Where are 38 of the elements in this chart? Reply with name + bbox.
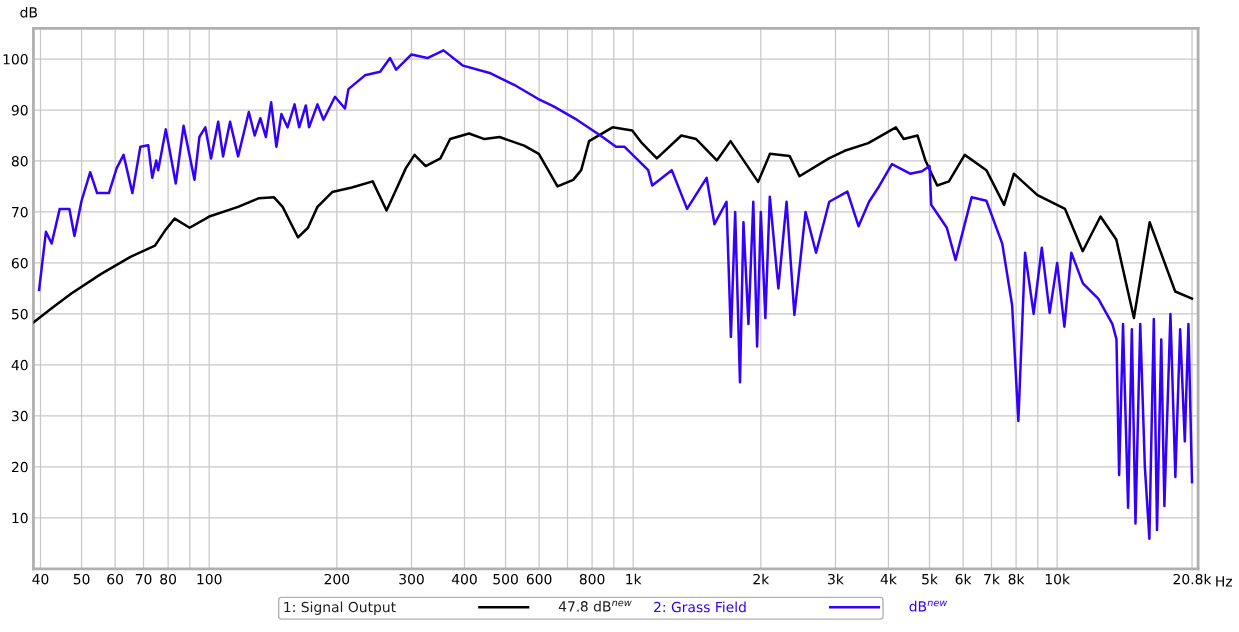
x-tick-label: 8k — [1008, 573, 1025, 585]
y-tick-label: 80 — [11, 155, 28, 167]
y-tick-label: 50 — [11, 308, 28, 320]
x-tick-label: 3k — [828, 573, 844, 585]
y-tick-label: 20 — [11, 461, 28, 473]
y-axis-title: dB — [20, 6, 37, 18]
x-tick-label: 400 — [451, 573, 477, 585]
x-tick-label: 60 — [107, 573, 124, 585]
x-tick-label: 1k — [626, 573, 642, 585]
y-tick-label: 40 — [11, 359, 28, 371]
text: dB$^{new}$ — [909, 600, 948, 612]
y-tick-label: 10 — [12, 512, 28, 524]
x-tick-label: 2k — [753, 573, 770, 585]
x-tick-label: 100 — [197, 573, 222, 585]
y-tick-label: 30 — [11, 410, 28, 422]
x-tick-label: 500 — [493, 573, 518, 585]
x-tick-label: 5k — [922, 573, 938, 585]
text: 47.8 dB$^{new}$ — [558, 600, 632, 612]
x-tick-label: 70 — [135, 573, 152, 585]
text: 2: Grass Field — [654, 601, 746, 613]
x-tick-label: 50 — [73, 573, 90, 585]
y-tick-label: 90 — [11, 104, 28, 116]
x-tick-label: 80 — [160, 573, 177, 585]
y-tick-label: 70 — [12, 206, 28, 218]
x-tick-label: 300 — [399, 573, 424, 585]
text: 1: Signal Output — [284, 601, 396, 615]
x-tick-label: 600 — [526, 573, 552, 585]
x-tick-label: 200 — [324, 573, 350, 585]
x-tick-label: 6k — [955, 573, 972, 585]
y-tick-label: 100 — [3, 53, 28, 65]
x-tick-label: 20.8k — [1173, 573, 1212, 585]
x-tick-label: 7k — [984, 573, 1000, 585]
x-tick-label: 4k — [880, 573, 897, 585]
x-axis-title: Hz — [1216, 576, 1232, 587]
x-tick-label: 800 — [579, 573, 605, 585]
x-tick-label: 10k — [1045, 573, 1070, 585]
y-tick-label: 60 — [11, 257, 28, 269]
x-tick-label: 40 — [32, 573, 49, 585]
